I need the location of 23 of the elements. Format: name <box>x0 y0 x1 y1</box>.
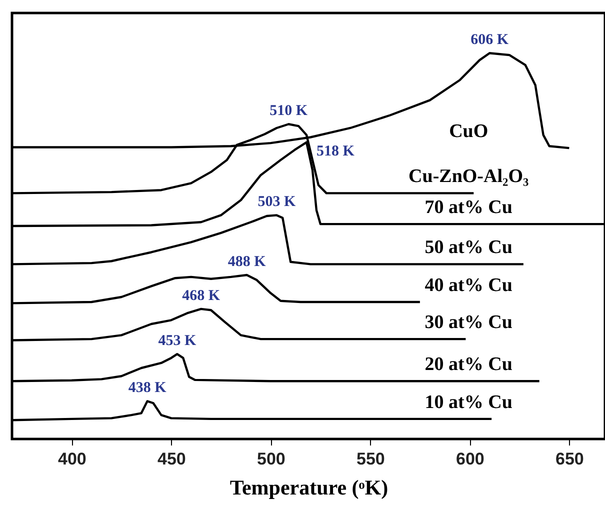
x-tick-label: 400 <box>58 450 86 468</box>
x-tick-label: 450 <box>158 450 186 468</box>
series-label: 40 at% Cu <box>424 275 513 296</box>
annotation: 510 K <box>270 103 308 120</box>
series-label: Cu-ZnO-Al₂O₃ <box>408 166 529 188</box>
annotation: 606 K <box>470 32 509 48</box>
annotation: 518 K <box>316 143 355 160</box>
annotation: 468 K <box>182 288 220 304</box>
series-label: CuO <box>449 121 488 142</box>
x-tick-label: 650 <box>555 450 584 468</box>
annotation: 453 K <box>158 333 196 350</box>
x-tick-label: 500 <box>257 450 286 468</box>
annotation: 503 K <box>258 194 296 210</box>
series-label: 10 at% Cu <box>424 392 513 413</box>
x-tick-label: 600 <box>456 450 484 468</box>
series-label: 70 at% Cu <box>424 197 513 218</box>
x-tick-label: 550 <box>356 450 385 468</box>
annotation: 488 K <box>228 254 266 270</box>
x-axis-title: Temperature (ᵒK) <box>230 476 388 500</box>
annotation: 438 K <box>128 380 167 396</box>
series-label: 20 at% Cu <box>424 354 513 376</box>
series-label: 30 at% Cu <box>424 312 513 334</box>
series-label: 50 at% Cu <box>424 237 513 258</box>
